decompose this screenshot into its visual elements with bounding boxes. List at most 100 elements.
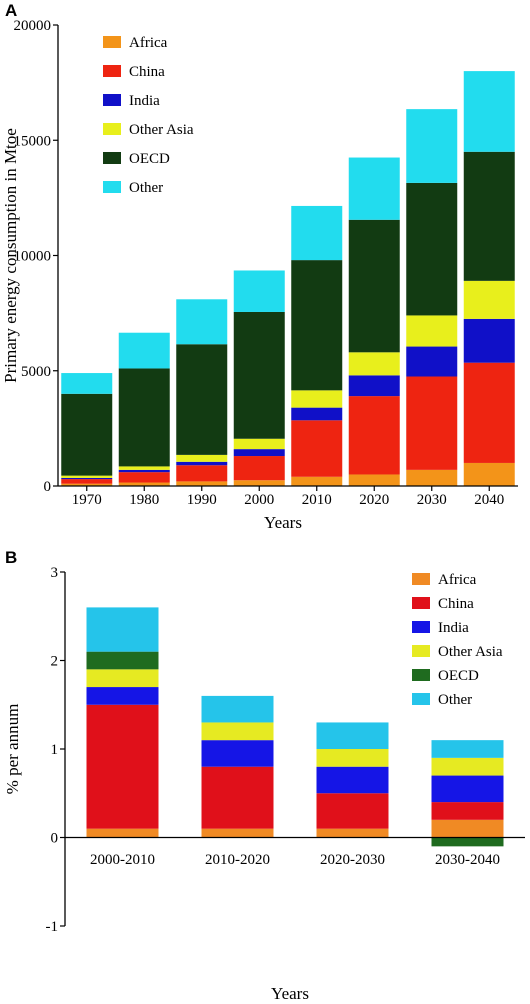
bar-segment-india-2020-2030 (316, 766, 389, 794)
bar-segment-other-2030-2040 (431, 740, 504, 758)
bar-segment-china-2040 (463, 362, 515, 463)
bar-segment-india-2000 (233, 449, 285, 457)
bar-segment-india-2030-2040 (431, 775, 504, 803)
bar-segment-india-2030 (406, 346, 458, 377)
bar-segment-oecd-1980 (118, 368, 170, 467)
bar-segment-other-2000 (233, 270, 285, 312)
legend-swatch-oecd (103, 152, 121, 164)
bar-segment-china-2030 (406, 376, 458, 470)
bar-segment-india-2020 (348, 375, 400, 397)
y-tick-label: 10000 (14, 249, 52, 265)
bar-segment-africa-2000 (233, 480, 285, 486)
bar-segment-africa-2020-2030 (316, 828, 389, 838)
x-tick-label: 2010 (302, 492, 332, 508)
x-tick-label: 2020-2030 (320, 852, 385, 868)
bar-segment-china-2010-2020 (201, 766, 274, 829)
x-tick-label: 2010-2020 (205, 852, 270, 868)
y-tick-label: 1 (51, 742, 59, 758)
bar-segment-oecd-2000-2010 (86, 651, 159, 670)
x-axis-label-B: Years (271, 984, 309, 1003)
legend-label-other: Other (438, 692, 472, 708)
bar-segment-china-2000-2010 (86, 704, 159, 829)
legend-swatch-china (412, 597, 430, 609)
x-tick-label: 2030-2040 (435, 852, 500, 868)
y-axis-label-B: % per annum (3, 704, 22, 795)
legend-swatch-other-asia (412, 645, 430, 657)
legend-label-other-asia: Other Asia (129, 122, 194, 138)
bar-segment-other-asia-1980 (118, 466, 170, 470)
panel-label-B: B (5, 548, 17, 567)
x-tick-label: 1980 (129, 492, 159, 508)
bar-segment-africa-2030 (406, 469, 458, 486)
y-tick-label: 5000 (21, 364, 51, 380)
x-tick-label: 1970 (72, 492, 102, 508)
bar-segment-other-asia-2030 (406, 315, 458, 347)
y-tick-label: 0 (51, 831, 59, 847)
bar-segment-other-2040 (463, 71, 515, 152)
bar-segment-china-1970 (61, 479, 113, 484)
legend-swatch-india (103, 94, 121, 106)
bar-segment-india-1980 (118, 469, 170, 473)
legend-label-oecd: OECD (438, 668, 479, 684)
bar-segment-oecd-1970 (61, 393, 113, 476)
bar-segment-china-1980 (118, 472, 170, 483)
bar-segment-other-1980 (118, 332, 170, 369)
bar-segment-india-2000-2010 (86, 687, 159, 705)
x-tick-label: 1990 (187, 492, 217, 508)
y-tick-label: 2 (51, 654, 59, 670)
legend-swatch-other (103, 181, 121, 193)
bar-segment-china-2010 (291, 420, 343, 477)
bar-segment-other-1990 (176, 299, 228, 345)
bar-segment-africa-2000-2010 (86, 828, 159, 838)
legend-swatch-oecd (412, 669, 430, 681)
bar-segment-other-2010 (291, 205, 343, 261)
bar-segment-africa-1970 (61, 483, 113, 486)
bar-segment-africa-2020 (348, 474, 400, 486)
bar-segment-india-2010 (291, 407, 343, 421)
legend-label-india: India (129, 93, 160, 109)
bar-segment-china-1990 (176, 465, 228, 482)
bar-segment-china-2000 (233, 456, 285, 481)
bar-segment-oecd-1990 (176, 344, 228, 455)
x-axis-label-A: Years (264, 513, 302, 532)
legend-swatch-india (412, 621, 430, 633)
bar-segment-other-asia-1970 (61, 475, 113, 478)
bar-segment-other-asia-2030-2040 (431, 757, 504, 776)
legend-label-other-asia: Other Asia (438, 644, 503, 660)
y-tick-label: 3 (51, 565, 59, 581)
legend-label-africa: Africa (129, 35, 168, 51)
legend-label-africa: Africa (438, 572, 477, 588)
bar-segment-other-asia-2010 (291, 390, 343, 408)
legend-swatch-other-asia (103, 123, 121, 135)
y-tick-label: 15000 (14, 133, 52, 149)
bar-segment-africa-2010-2020 (201, 828, 274, 838)
legend-swatch-africa (103, 36, 121, 48)
bar-segment-africa-2040 (463, 462, 515, 486)
bar-segment-other-2000-2010 (86, 607, 159, 652)
bar-segment-oecd-2030 (406, 182, 458, 316)
x-tick-label: 2040 (474, 492, 504, 508)
bar-segment-other-2020-2030 (316, 722, 389, 749)
bar-segment-china-2030-2040 (431, 802, 504, 820)
y-tick-label: 20000 (14, 18, 52, 34)
bar-segment-other-asia-2000 (233, 438, 285, 450)
y-tick-label: 0 (44, 479, 52, 495)
y-axis-label-A: Primary energy consumption in Mtoe (1, 128, 20, 383)
bar-segment-africa-2030-2040 (431, 819, 504, 838)
bar-segment-other-asia-2020 (348, 352, 400, 376)
bar-segment-india-2040 (463, 318, 515, 363)
bar-segment-other-asia-2040 (463, 280, 515, 319)
bar-segment-africa-2010 (291, 476, 343, 486)
bar-segment-china-2020 (348, 396, 400, 475)
y-tick-label: -1 (46, 919, 59, 935)
panel-label-A: A (5, 1, 17, 20)
bar-segment-other-2030 (406, 109, 458, 183)
legend-swatch-other (412, 693, 430, 705)
bar-segment-other-asia-2020-2030 (316, 749, 389, 767)
legend-swatch-africa (412, 573, 430, 585)
bar-segment-india-1970 (61, 477, 113, 480)
bar-segment-oecd-2000 (233, 311, 285, 439)
x-tick-label: 2000 (244, 492, 274, 508)
x-tick-label: 2030 (417, 492, 447, 508)
legend-label-china: China (129, 64, 165, 80)
